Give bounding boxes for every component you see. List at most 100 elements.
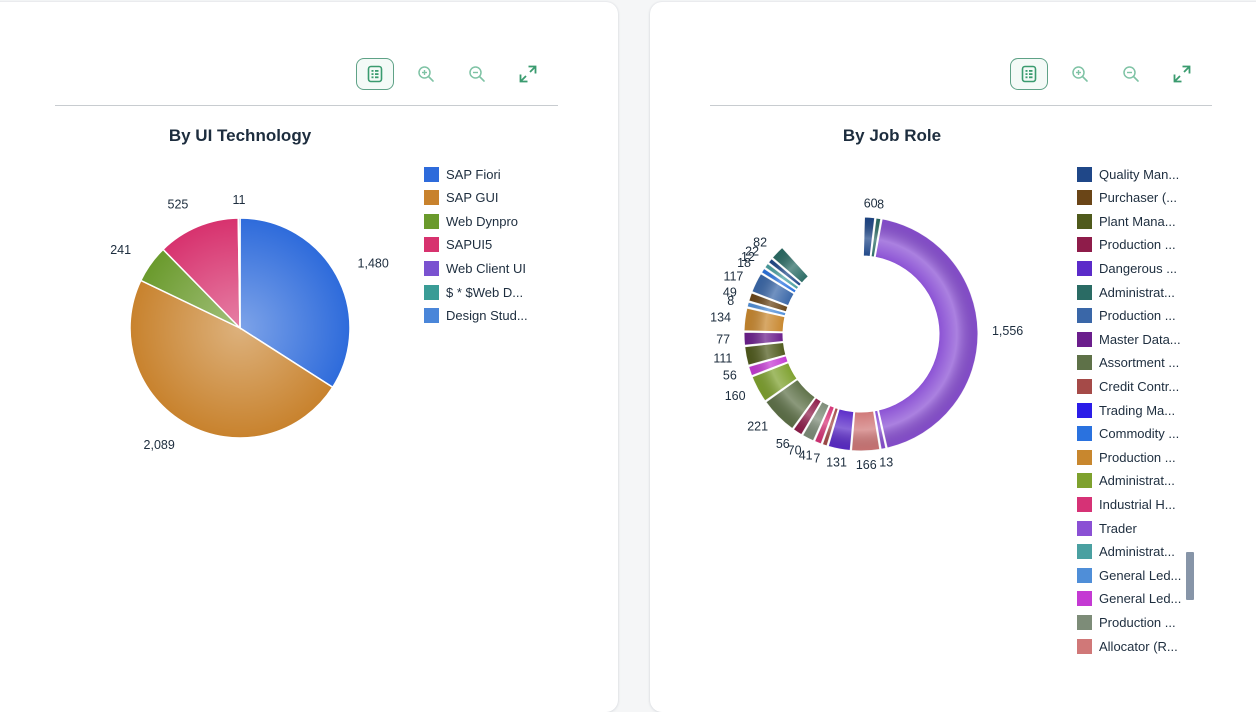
- legend-item[interactable]: Web Dynpro: [424, 211, 518, 231]
- fullscreen-icon: [518, 64, 538, 84]
- legend-swatch: [424, 213, 439, 229]
- chart-title: By Job Role: [842, 126, 942, 145]
- donut-chart-job-role: 60 81,55613166131741705622116056111771348…: [710, 196, 1023, 472]
- data-label: 49: [723, 285, 737, 299]
- zoom-in-button[interactable]: [407, 58, 445, 90]
- legend-item[interactable]: Dangerous ...: [1077, 258, 1177, 278]
- legend-swatch: [424, 284, 439, 300]
- legend-swatch: [1077, 237, 1092, 253]
- legend-swatch: [1077, 544, 1092, 560]
- legend-item[interactable]: Commodity ...: [1077, 424, 1179, 444]
- zoom-out-button[interactable]: [458, 58, 496, 90]
- legend-label: Production ...: [1099, 449, 1176, 465]
- data-label: 11: [232, 193, 245, 207]
- legend-item[interactable]: Trader: [1077, 518, 1137, 538]
- legend-item[interactable]: Master Data...: [1077, 329, 1181, 349]
- legend-swatch: [1077, 190, 1092, 206]
- legend-item[interactable]: Production ...: [1077, 306, 1176, 326]
- toolbar-divider: [710, 105, 1212, 106]
- zoom-out-button[interactable]: [1112, 58, 1150, 90]
- legend-label: Production ...: [1099, 614, 1176, 630]
- chart-card-ui-technology: By UI Technology 1,480 2,089 241 525 11 SAP …: [0, 2, 618, 712]
- legend-item[interactable]: Trading Ma...: [1077, 400, 1175, 420]
- legend-item[interactable]: Administrat...: [1077, 542, 1175, 562]
- toolbar-divider: [55, 105, 558, 106]
- legend-item[interactable]: Quality Man...: [1077, 164, 1179, 184]
- legend-swatch: [424, 260, 439, 276]
- legend-item[interactable]: Production ...: [1077, 612, 1176, 632]
- legend-label: Administrat...: [1099, 284, 1175, 300]
- legend-label: Allocator (R...: [1099, 638, 1178, 654]
- legend-item[interactable]: Production ...: [1077, 235, 1176, 255]
- chart-toolbar: [650, 58, 1256, 92]
- legend-scrollbar[interactable]: [1186, 552, 1194, 600]
- legend-item[interactable]: Web Client UI: [424, 258, 526, 278]
- fullscreen-icon: [1172, 64, 1192, 84]
- legend-item[interactable]: Allocator (R...: [1077, 636, 1178, 654]
- legend-swatch: [1077, 331, 1092, 347]
- data-label: 60: [864, 196, 878, 210]
- legend-label: Web Client UI: [446, 260, 526, 276]
- data-label: 13: [879, 456, 893, 470]
- legend-ui-technology: SAP Fiori SAP GUI Web Dynpro SAPUI5 Web Clie…: [424, 164, 594, 324]
- data-label: 241: [110, 243, 131, 257]
- legend-label: Production ...: [1099, 237, 1176, 253]
- legend-item[interactable]: Credit Contr...: [1077, 376, 1179, 396]
- legend-swatch: [1077, 355, 1092, 371]
- legend-item[interactable]: Administrat...: [1077, 282, 1175, 302]
- data-label: 2,089: [144, 438, 175, 452]
- legend-label: Administrat...: [1099, 473, 1175, 489]
- table-view-button[interactable]: [356, 58, 394, 90]
- legend-item[interactable]: Purchaser (...: [1077, 188, 1177, 208]
- legend-item[interactable]: Plant Mana...: [1077, 211, 1176, 231]
- data-label: 56: [776, 437, 790, 451]
- legend-item[interactable]: Design Stud...: [424, 306, 528, 326]
- legend-item[interactable]: General Led...: [1077, 565, 1181, 585]
- legend-item[interactable]: Assortment ...: [1077, 353, 1179, 373]
- zoom-out-icon: [468, 65, 486, 83]
- legend-item[interactable]: SAPUI5: [424, 235, 492, 255]
- legend-item[interactable]: Administrat...: [1077, 471, 1175, 491]
- data-label: 131: [826, 456, 847, 470]
- legend-swatch: [424, 166, 439, 182]
- legend-label: SAP GUI: [446, 190, 499, 206]
- table-view-button[interactable]: [1010, 58, 1048, 90]
- fullscreen-button[interactable]: [509, 58, 547, 90]
- legend-label: Design Stud...: [446, 308, 528, 324]
- legend-swatch: [1077, 166, 1092, 182]
- data-label: 1,556: [992, 324, 1023, 338]
- donut-slice: [874, 218, 979, 449]
- data-label: 166: [856, 458, 877, 472]
- legend-item[interactable]: Industrial H...: [1077, 494, 1176, 514]
- legend-item[interactable]: Production ...: [1077, 447, 1176, 467]
- zoom-in-button[interactable]: [1061, 58, 1099, 90]
- zoom-in-icon: [1071, 65, 1089, 83]
- legend-label: Administrat...: [1099, 544, 1175, 560]
- fullscreen-button[interactable]: [1163, 58, 1201, 90]
- legend-item[interactable]: $ * $Web D...: [424, 282, 523, 302]
- legend-swatch: [1077, 402, 1092, 418]
- legend-label: Industrial H...: [1099, 496, 1176, 512]
- data-label: 56: [723, 369, 737, 383]
- legend-swatch: [1077, 591, 1092, 607]
- legend-job-role: Quality Man... Purchaser (... Plant Mana..…: [1077, 164, 1217, 654]
- legend-item[interactable]: General Led...: [1077, 589, 1181, 609]
- data-label: 82: [753, 236, 767, 250]
- legend-label: $ * $Web D...: [446, 284, 524, 300]
- data-label: 70: [788, 444, 802, 458]
- chart-toolbar: [0, 58, 608, 92]
- chart-card-job-role: By Job Role 60 8 1,556 13 166 131 7 41 70 56 221 16…: [650, 2, 1256, 712]
- data-label: 8: [727, 294, 734, 308]
- legend-label: Master Data...: [1099, 331, 1181, 347]
- data-label: 221: [747, 419, 768, 433]
- legend-swatch: [424, 190, 439, 206]
- pie-chart-ui-technology: 1,480 2,089 241 525 11: [110, 193, 389, 452]
- legend-label: Commodity ...: [1099, 426, 1180, 442]
- legend-swatch: [1077, 284, 1092, 300]
- legend-swatch: [1077, 473, 1092, 489]
- legend-swatch: [1077, 378, 1092, 394]
- data-label: 134: [710, 311, 731, 325]
- legend-label: Plant Mana...: [1099, 213, 1176, 229]
- legend-item[interactable]: SAP GUI: [424, 188, 499, 208]
- legend-item[interactable]: SAP Fiori: [424, 164, 501, 184]
